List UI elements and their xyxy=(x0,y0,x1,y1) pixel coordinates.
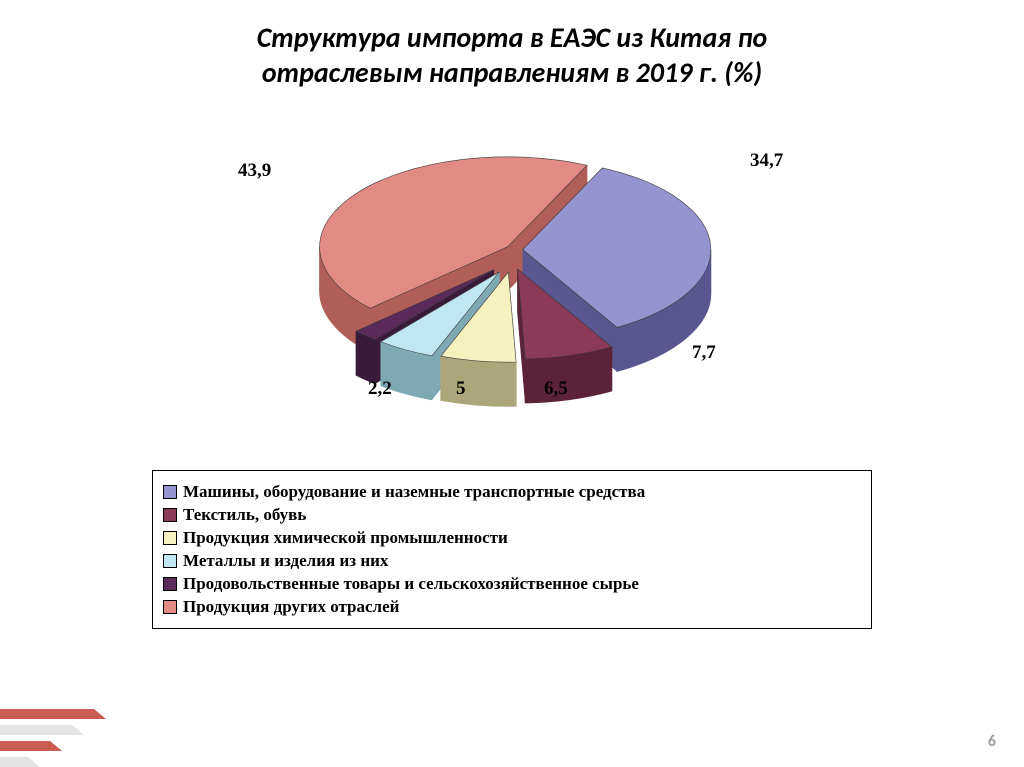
data-label: 2,2 xyxy=(368,378,392,400)
title-line-1: Структура импорта в ЕАЭС из Китая по xyxy=(0,20,1024,55)
data-label: 6,5 xyxy=(544,378,568,400)
data-label: 43,9 xyxy=(238,160,271,182)
legend-swatch xyxy=(163,485,177,499)
legend-item: Машины, оборудование и наземные транспор… xyxy=(163,482,861,502)
page-number: 6 xyxy=(988,732,996,751)
legend-swatch xyxy=(163,531,177,545)
legend-item: Продовольственные товары и сельскохозяйс… xyxy=(163,574,861,594)
legend: Машины, оборудование и наземные транспор… xyxy=(152,470,872,629)
data-label: 34,7 xyxy=(750,150,783,172)
legend-label: Продукция химической промышленности xyxy=(183,528,508,548)
data-label: 7,7 xyxy=(692,342,716,364)
legend-swatch xyxy=(163,600,177,614)
data-label: 5 xyxy=(456,378,466,400)
pie-chart: 34,7 7,7 6,5 5 2,2 43,9 xyxy=(152,120,872,460)
legend-item: Текстиль, обувь xyxy=(163,505,861,525)
legend-swatch xyxy=(163,554,177,568)
chart-title: Структура импорта в ЕАЭС из Китая по отр… xyxy=(0,0,1024,90)
legend-label: Машины, оборудование и наземные транспор… xyxy=(183,482,645,502)
title-line-2: отраслевым направлениям в 2019 г. (%) xyxy=(0,55,1024,90)
legend-label: Продукция других отраслей xyxy=(183,597,399,617)
legend-swatch xyxy=(163,508,177,522)
legend-item: Продукция химической промышленности xyxy=(163,528,861,548)
legend-label: Текстиль, обувь xyxy=(183,505,306,525)
legend-label: Металлы и изделия из них xyxy=(183,551,388,571)
legend-item: Металлы и изделия из них xyxy=(163,551,861,571)
legend-label: Продовольственные товары и сельскохозяйс… xyxy=(183,574,639,594)
legend-swatch xyxy=(163,577,177,591)
legend-item: Продукция других отраслей xyxy=(163,597,861,617)
corner-decoration xyxy=(0,707,120,767)
